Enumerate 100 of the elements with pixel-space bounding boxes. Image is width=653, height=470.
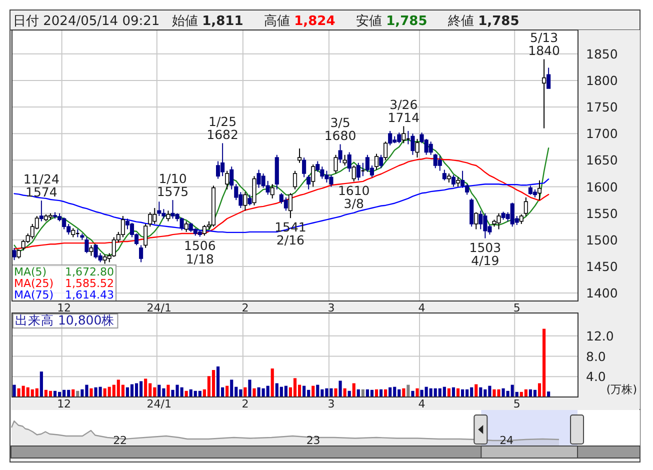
bar [334, 388, 338, 397]
candlestick [334, 154, 338, 174]
bar [416, 388, 419, 397]
candlestick [225, 170, 230, 190]
x-tick-label: 2 [242, 398, 249, 410]
text: 始値 1,811 [172, 14, 244, 29]
candlestick [546, 67, 551, 89]
candlestick [446, 172, 451, 184]
candlestick [542, 58, 546, 129]
candlestick [388, 130, 392, 146]
bar [252, 388, 256, 397]
x-tick-label: 4 [418, 302, 426, 314]
x-tick-label: 5 [513, 302, 520, 314]
candlestick [288, 192, 292, 219]
candlestick [374, 153, 379, 170]
bar [402, 388, 406, 397]
candlestick [451, 174, 456, 188]
candlestick [537, 180, 542, 201]
x-tick-label: 5 [513, 398, 520, 410]
y-tick-label: 12.0 [586, 328, 614, 344]
candlestick [524, 196, 528, 216]
annotation: 1,585.52 [65, 277, 114, 290]
bar [216, 366, 220, 397]
chart-title: 出来高 10,800株 [15, 312, 115, 328]
bar [447, 388, 450, 397]
y-tick-label: 4.0 [586, 369, 606, 384]
x-tick-label: 2 [242, 302, 249, 314]
candlestick [338, 144, 342, 164]
candlestick [316, 160, 320, 172]
annotation: 1/10 1575 [156, 170, 189, 200]
bar [248, 380, 252, 397]
text: 終値 1,785 [447, 14, 520, 29]
bar [343, 388, 346, 397]
bar [352, 383, 356, 397]
bar [130, 384, 134, 397]
bar [293, 378, 297, 397]
series-label: MA(5) [14, 266, 47, 278]
bar [144, 378, 148, 397]
x-tick-label: 12 [57, 302, 72, 314]
candlestick [302, 157, 306, 178]
candlestick [428, 141, 433, 156]
candlestick [438, 155, 442, 172]
bar [406, 384, 410, 397]
candlestick [478, 210, 483, 230]
bar [90, 388, 93, 397]
bar [134, 383, 138, 397]
candlestick [216, 160, 220, 180]
candlestick [284, 196, 288, 212]
candlestick [230, 166, 234, 190]
candlestick [352, 165, 356, 182]
y-tick-label: 8.0 [586, 348, 606, 364]
candlestick [456, 176, 460, 188]
x-tick-label: 24 [500, 434, 514, 447]
candlestick [270, 184, 274, 199]
candlestick [298, 148, 302, 164]
bar [244, 387, 247, 397]
candlestick [402, 126, 406, 144]
annotation: 5/13 1840 [528, 30, 560, 58]
candlestick [415, 138, 420, 158]
bar [284, 386, 288, 397]
bar [474, 384, 478, 397]
x-tick-label: 24/1 [146, 398, 172, 410]
candlestick [39, 200, 44, 222]
bar [212, 370, 216, 397]
annotation: 3/26 1714 [388, 97, 420, 126]
candlestick [384, 141, 388, 161]
x-tick-label: 22 [113, 434, 128, 447]
candlestick [474, 212, 478, 230]
bar [316, 384, 320, 397]
candlestick [12, 247, 16, 261]
x-tick-label: 3 [328, 302, 335, 314]
candlestick [379, 154, 384, 169]
candlestick [243, 192, 248, 212]
annotation: 1,614.43 [65, 288, 114, 302]
candlestick [306, 174, 311, 190]
candlestick [410, 133, 415, 156]
bar [266, 386, 270, 397]
x-tick-label: 24/1 [146, 302, 172, 314]
text: 安値 1,785 [356, 13, 428, 29]
y-tick-label: 1600 [586, 179, 618, 194]
bar [226, 386, 229, 397]
text: MA(25) [14, 277, 54, 290]
bar [270, 368, 274, 397]
y-tick-label: 1500 [586, 232, 618, 248]
annotation: 1503 4/19 [469, 240, 502, 268]
x-tick-label: 23 [306, 434, 320, 447]
candlestick [166, 210, 170, 222]
bar [230, 380, 234, 397]
y-tick-label: 1750 [586, 100, 618, 115]
text: MA(75) [14, 288, 54, 302]
y-tick-label: 1800 [586, 72, 618, 88]
candlestick [120, 215, 125, 238]
bar [126, 387, 130, 397]
candlestick [89, 244, 94, 256]
candlestick [139, 244, 144, 263]
bar [456, 388, 460, 397]
candlestick [252, 176, 256, 206]
candlestick [470, 198, 474, 228]
bar [40, 372, 43, 397]
candlestick [356, 162, 360, 181]
